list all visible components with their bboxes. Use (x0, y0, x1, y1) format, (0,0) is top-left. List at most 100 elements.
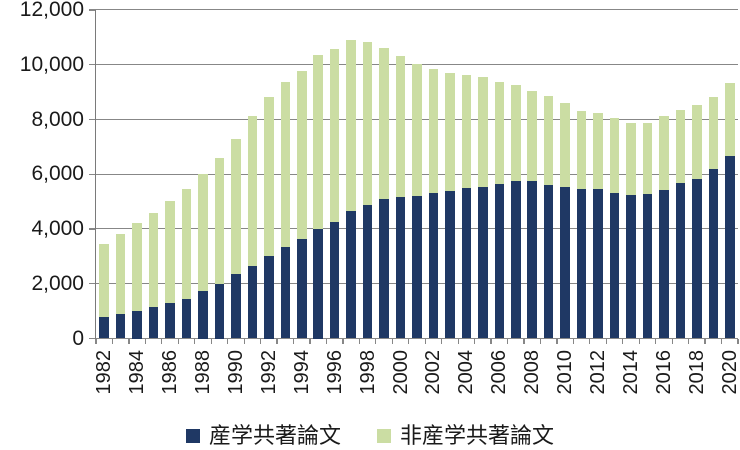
bar-segment-collab (494, 183, 505, 339)
x-tick (490, 338, 492, 344)
x-tick (605, 338, 607, 344)
bar-segment-collab (675, 183, 686, 339)
y-tick (89, 64, 96, 66)
bar-segment-collab (543, 184, 554, 339)
bar-segment-collab (692, 178, 702, 339)
x-axis-label: 2008 (521, 350, 544, 395)
y-axis-label: 12,000 (19, 0, 84, 21)
x-axis-label: 2000 (389, 350, 412, 395)
bar-segment-collab (560, 186, 570, 339)
bar-segment-noncollab (445, 72, 455, 192)
x-tick (720, 338, 723, 344)
x-tick (638, 338, 640, 344)
x-axis-label: 2014 (620, 350, 642, 395)
bar-segment-noncollab (181, 189, 192, 299)
bar-segment-collab (461, 188, 472, 339)
x-tick (391, 338, 393, 344)
bar-segment-collab (412, 195, 422, 339)
bar-segment-noncollab (346, 40, 356, 212)
x-axis-label: 1982 (93, 350, 116, 395)
legend-item-collab: 産学共著論文 (185, 424, 341, 448)
bar-segment-collab (395, 196, 406, 339)
bar-segment-collab (708, 169, 719, 339)
y-tick (89, 337, 96, 340)
x-axis-label: 2018 (685, 350, 708, 395)
bar-segment-noncollab (609, 118, 620, 194)
x-axis-label: 2006 (488, 350, 511, 395)
x-tick (572, 338, 574, 344)
x-axis-label: 1990 (224, 350, 247, 395)
legend-swatch-noncollab (377, 429, 391, 443)
y-axis-label: 4,000 (31, 217, 84, 240)
x-tick (95, 338, 97, 344)
bar-segment-noncollab (379, 47, 389, 200)
bar-segment-noncollab (461, 74, 472, 189)
bar-segment-noncollab (724, 83, 735, 157)
bar-segment-collab (280, 246, 291, 339)
bar-segment-noncollab (231, 138, 241, 275)
y-tick (89, 283, 96, 285)
x-tick (671, 338, 673, 344)
bar-segment-collab (576, 189, 587, 339)
bar-segment-noncollab (115, 234, 126, 314)
bar-segment-collab (329, 221, 340, 339)
bar-segment-noncollab (692, 104, 702, 179)
bar-segment-collab (313, 229, 324, 339)
bar-segment-collab (527, 180, 538, 339)
bar-segment-noncollab (165, 201, 175, 303)
x-axis-label: 1994 (290, 350, 313, 395)
bar-segment-collab (165, 302, 175, 339)
y-gridline (96, 337, 738, 340)
bar-segment-noncollab (296, 70, 307, 239)
bar-segment-noncollab (329, 48, 340, 222)
bar-segment-noncollab (560, 103, 570, 187)
bar-segment-collab (445, 191, 455, 339)
bar-segment-noncollab (642, 123, 653, 194)
x-tick (128, 338, 130, 344)
bar-segment-noncollab (478, 76, 488, 187)
bar-segment-noncollab (675, 109, 686, 183)
y-tick (89, 228, 96, 230)
bar-segment-collab (115, 313, 126, 339)
y-tick (89, 118, 96, 121)
x-axis-label: 2016 (652, 350, 675, 395)
x-axis-label: 1992 (257, 350, 280, 395)
bar-segment-collab (362, 205, 373, 339)
bar-segment-collab (181, 298, 192, 339)
x-tick (227, 338, 229, 344)
legend-swatch-collab (185, 429, 200, 443)
x-tick (704, 338, 706, 344)
x-tick (523, 338, 525, 344)
x-axis-label: 1996 (323, 350, 346, 395)
x-axis-label: 2004 (455, 350, 478, 395)
bar-segment-noncollab (148, 213, 159, 307)
x-tick (474, 338, 476, 344)
x-axis-label: 1988 (192, 350, 214, 395)
bar-segment-noncollab (708, 96, 719, 170)
x-tick (737, 338, 739, 344)
bar-segment-noncollab (428, 68, 439, 193)
y-axis-label: 6,000 (31, 162, 84, 186)
bar-segment-noncollab (527, 90, 538, 181)
x-tick (325, 338, 328, 344)
x-tick (655, 338, 657, 344)
x-tick (194, 338, 196, 344)
x-tick (161, 338, 163, 344)
bar-segment-noncollab (494, 81, 505, 184)
bar-segment-collab (626, 195, 636, 339)
x-axis-label: 2012 (587, 350, 610, 395)
x-axis-label: 1986 (159, 350, 182, 395)
x-tick (210, 338, 212, 344)
bar-segment-noncollab (198, 173, 208, 291)
y-axis-line (94, 10, 97, 344)
bar-segment-noncollab (626, 122, 636, 196)
bar-segment-noncollab (264, 97, 274, 257)
bar-segment-collab (478, 186, 488, 339)
legend-label-noncollab: 非産学共著論文 (400, 423, 555, 448)
x-tick (424, 338, 426, 344)
y-axis-label: 8,000 (31, 107, 84, 131)
x-tick (309, 338, 311, 344)
bar-segment-noncollab (132, 222, 142, 312)
x-tick (539, 338, 542, 344)
